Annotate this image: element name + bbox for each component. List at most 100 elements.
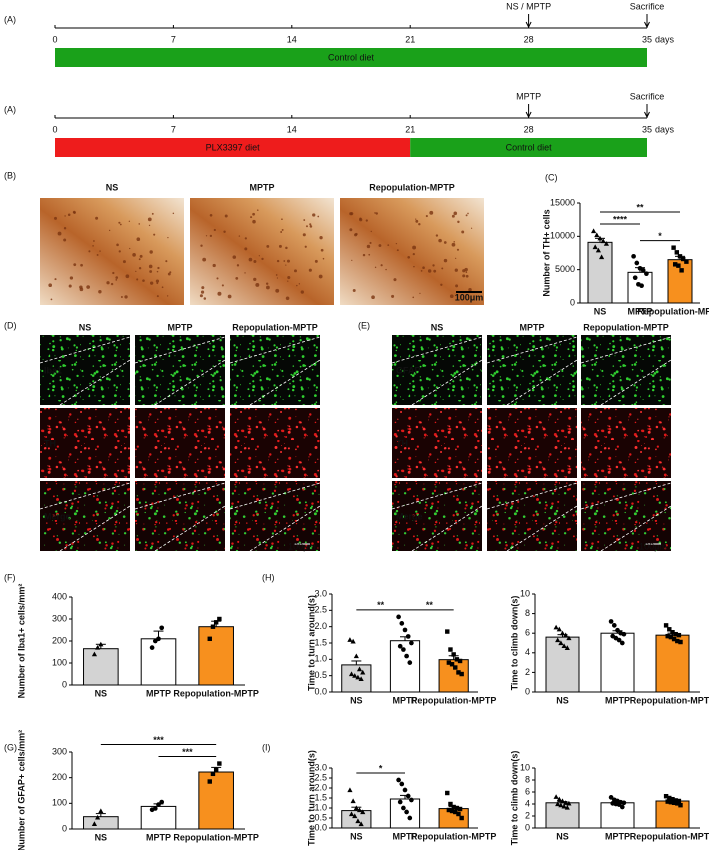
data-point [558, 802, 564, 808]
significance-label: ** [377, 600, 385, 610]
cell [250, 216, 253, 219]
row-label: Merge [44, 511, 71, 521]
cell [412, 252, 415, 256]
data-point [350, 638, 356, 644]
cell [391, 294, 395, 298]
y-axis-label: Time to climb down(s) [509, 596, 519, 691]
data-point [566, 635, 572, 641]
cell [255, 282, 260, 287]
cell [79, 287, 84, 292]
y-tick-label: 300 [52, 746, 67, 756]
data-point [672, 262, 678, 267]
column-label: NS [431, 322, 444, 332]
region-outline [229, 336, 321, 364]
timeline-tick-label: 28 [524, 124, 534, 134]
timeline-tick-label: 28 [524, 34, 534, 44]
cell [283, 260, 286, 262]
y-tick-label: 1.5 [314, 637, 327, 647]
cell [120, 296, 123, 299]
data-point [671, 800, 677, 806]
data-point [663, 793, 669, 799]
x-tick-label: MPTP [146, 688, 171, 698]
data-point [207, 636, 212, 642]
data-point [449, 808, 455, 814]
data-point [95, 645, 101, 650]
cell [156, 295, 159, 298]
fluorescence-image [487, 481, 577, 551]
data-point [397, 799, 403, 805]
cell [281, 218, 283, 221]
region-outline [229, 482, 321, 510]
bar [83, 816, 119, 830]
cell [209, 234, 213, 238]
cell [213, 228, 216, 232]
data-point [456, 670, 461, 675]
cell [320, 248, 324, 252]
cell [375, 212, 378, 215]
timeline-tick-label: 21 [405, 34, 415, 44]
y-tick-label: 300 [52, 613, 67, 623]
cell [217, 291, 222, 296]
cell [106, 281, 110, 285]
data-point [553, 624, 559, 630]
panel-label: (A) [4, 104, 16, 114]
cell [352, 289, 356, 292]
data-point [676, 632, 682, 638]
scale-bar-label: 100μm [455, 292, 484, 302]
cell [253, 259, 257, 263]
data-point [360, 809, 366, 815]
data-point [594, 232, 600, 238]
cell [244, 237, 247, 240]
column-label: Repopulation-MPTP [369, 182, 455, 192]
y-tick-label: 8 [525, 774, 530, 784]
bar [655, 634, 690, 693]
cell [153, 233, 156, 236]
data-point [358, 821, 364, 827]
bar [341, 810, 372, 829]
data-point [448, 647, 453, 652]
y-tick-label: 6 [525, 786, 530, 796]
region-outline [391, 482, 483, 510]
cell [200, 244, 203, 247]
significance-label: **** [613, 214, 628, 224]
data-point [348, 811, 355, 817]
cell [110, 282, 114, 286]
data-point [671, 245, 676, 250]
cell [138, 258, 141, 261]
data-point [348, 671, 355, 677]
cell [118, 221, 121, 224]
fluorescence-image [40, 408, 130, 478]
data-point [639, 283, 644, 289]
cell [261, 257, 264, 261]
data-point [445, 629, 450, 634]
cell [155, 279, 160, 283]
significance-label: * [658, 231, 662, 241]
cell [465, 214, 468, 217]
cell [48, 283, 53, 288]
data-point [396, 777, 401, 783]
x-tick-label: NS [95, 832, 108, 842]
cell [223, 230, 226, 234]
data-point [448, 801, 453, 807]
cell [129, 247, 131, 250]
cell [238, 235, 241, 237]
x-tick-label: Repopulation-MPTP [411, 831, 497, 841]
data-point [405, 793, 411, 799]
cell [136, 278, 139, 281]
cell [362, 253, 366, 257]
x-tick-label: MPTP [627, 306, 652, 316]
cell [212, 263, 216, 268]
data-point [459, 815, 464, 821]
data-point [91, 651, 98, 657]
cell [287, 275, 291, 280]
cell [412, 245, 417, 250]
data-point [611, 623, 617, 628]
cell [73, 263, 77, 267]
cell [415, 218, 417, 220]
cell [294, 269, 297, 273]
data-point [446, 660, 452, 665]
cell [202, 257, 207, 262]
y-tick-label: 200 [52, 772, 67, 782]
cell [285, 296, 290, 301]
y-axis-label: Number of TH+ cells [541, 209, 551, 296]
